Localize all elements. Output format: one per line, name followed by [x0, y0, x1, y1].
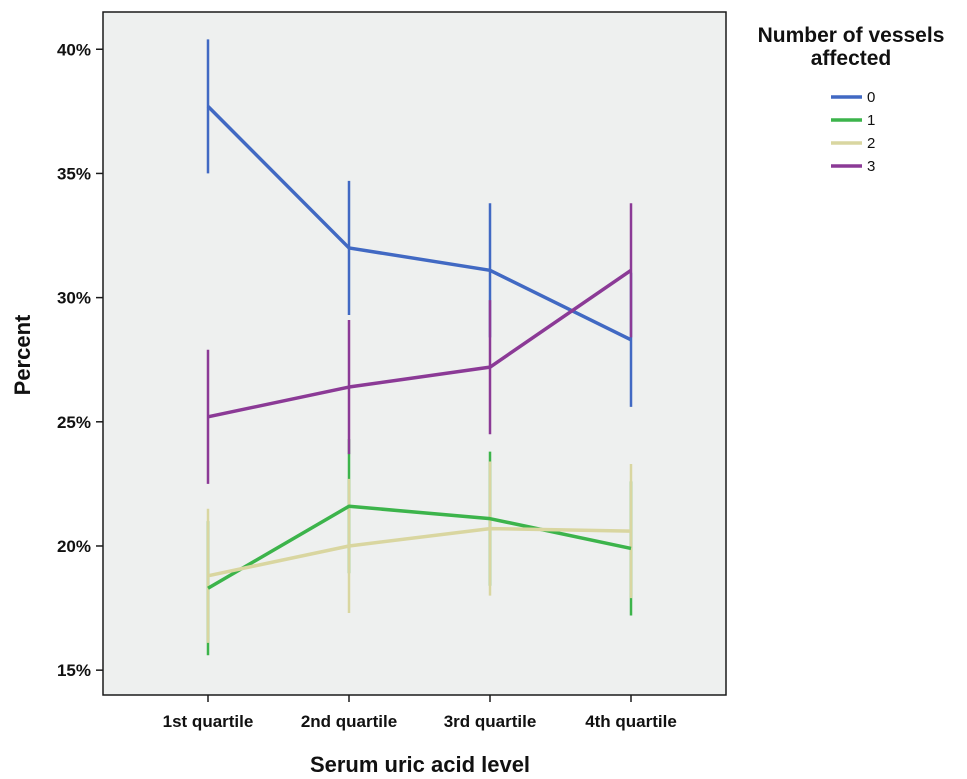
x-tick-label: 4th quartile — [585, 712, 677, 731]
x-tick-label: 1st quartile — [163, 712, 254, 731]
series-line-3 — [207, 268, 632, 419]
y-tick-label: 40% — [57, 40, 91, 59]
x-tick-label: 3rd quartile — [444, 712, 537, 731]
y-tick-label: 35% — [57, 164, 91, 183]
x-tick-label: 2nd quartile — [301, 712, 397, 731]
x-axis: 1st quartile 2nd quartile 3rd quartile 4th … — [163, 695, 677, 731]
y-tick-label: 20% — [57, 537, 91, 556]
series-line-0 — [206, 105, 632, 342]
legend-title-line-1: Number of vessels — [758, 24, 945, 47]
series-line-1 — [207, 504, 632, 590]
plot-area — [102, 11, 727, 696]
legend-title-line-2: affected — [811, 47, 892, 70]
y-axis-title: Percent — [10, 314, 35, 395]
legend-items: 0 1 2 3 — [831, 89, 875, 175]
legend-label-0: 0 — [867, 89, 875, 106]
x-axis-title: Serum uric acid level — [310, 752, 530, 777]
series-lines — [206, 105, 632, 590]
legend-label-1: 1 — [867, 112, 875, 129]
legend-label-3: 3 — [867, 158, 875, 175]
y-axis: 15% 20% 25% 30% 35% 40% — [57, 40, 103, 680]
series-line-2 — [207, 526, 632, 578]
y-tick-label: 30% — [57, 289, 91, 308]
y-tick-label: 25% — [57, 413, 91, 432]
legend-label-2: 2 — [867, 135, 875, 152]
y-tick-label: 15% — [57, 661, 91, 680]
legend: Number of vessels affected 0 1 2 3 — [758, 24, 945, 175]
